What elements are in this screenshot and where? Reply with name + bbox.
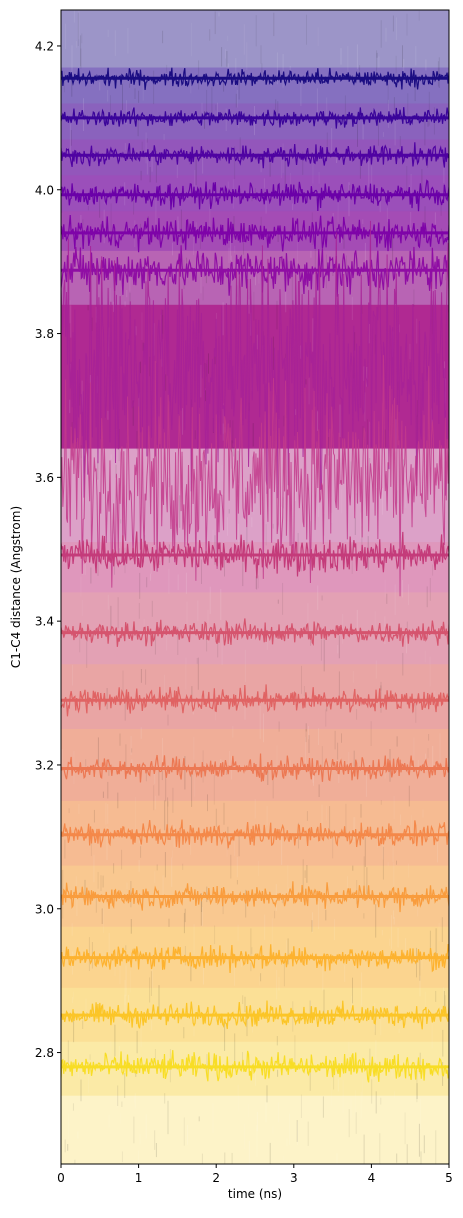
plot-area — [61, 10, 449, 1164]
x-tick-label: 2 — [212, 1171, 220, 1185]
plot-frame — [60, 9, 450, 1165]
series-line-14 — [61, 944, 449, 974]
x-tick-label: 0 — [57, 1171, 65, 1185]
x-tick-label: 4 — [368, 1171, 376, 1185]
x-tick-label: 5 — [445, 1171, 453, 1185]
band-0 — [61, 10, 449, 69]
y-tick-label: 3.4 — [35, 615, 54, 629]
y-tick-label: 3.8 — [35, 327, 54, 341]
series-line-5 — [61, 245, 449, 297]
y-axis-label: C1-C4 distance (Angstrom) — [9, 506, 23, 668]
series-line-6 — [61, 220, 449, 499]
y-tick-label: 4.0 — [35, 183, 54, 197]
x-axis: 0 1 2 3 4 5 — [57, 1164, 453, 1185]
x-tick-label: 1 — [135, 1171, 143, 1185]
y-tick-label: 2.8 — [35, 1046, 54, 1060]
x-tick-label: 3 — [290, 1171, 298, 1185]
x-axis-label: time (ns) — [228, 1187, 282, 1201]
series-line-3 — [61, 179, 449, 212]
y-tick-label: 3.0 — [35, 902, 54, 916]
band-1 — [61, 67, 449, 104]
series-line-7 — [61, 355, 449, 597]
y-tick-label: 3.2 — [35, 758, 54, 772]
series-line-11 — [61, 753, 449, 783]
series-line-4 — [61, 215, 449, 253]
series-line-12 — [61, 819, 449, 849]
y-axis: 2.8 3.0 3.2 3.4 3.6 3.8 4.0 4.2 — [35, 39, 61, 1060]
band-9 — [61, 542, 449, 593]
y-tick-label: 3.6 — [35, 471, 54, 485]
band-18 — [61, 1095, 449, 1164]
series-line-9 — [61, 618, 449, 647]
series-line-13 — [61, 881, 449, 913]
series-line-8 — [61, 531, 449, 579]
y-tick-label: 4.2 — [35, 39, 54, 53]
